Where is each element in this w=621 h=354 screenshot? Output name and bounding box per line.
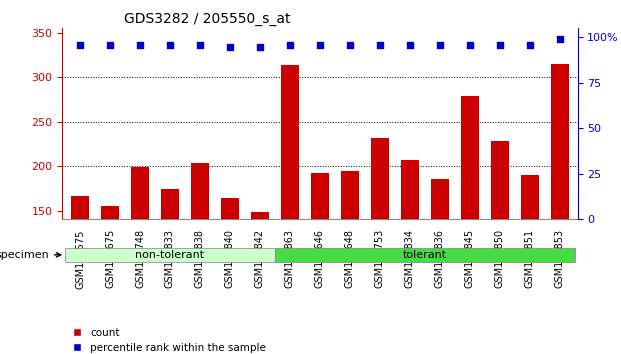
Bar [401,160,419,344]
Bar [191,164,209,344]
Bar [311,173,329,344]
Bar [131,167,149,344]
Bar [281,65,299,344]
Text: specimen: specimen [0,250,61,260]
Point [315,42,325,47]
Point [165,42,175,47]
Point [345,42,355,47]
Bar [431,178,448,344]
Point [405,42,415,47]
Point [225,44,235,49]
Bar [461,96,479,344]
Text: GDS3282 / 205550_s_at: GDS3282 / 205550_s_at [124,12,291,26]
FancyBboxPatch shape [65,248,275,262]
FancyBboxPatch shape [275,248,574,262]
Bar [251,212,269,344]
Point [255,44,265,49]
Bar [161,189,179,344]
Bar [371,138,389,344]
Legend: count, percentile rank within the sample: count, percentile rank within the sample [67,324,270,354]
Point [195,42,205,47]
Bar [101,206,119,344]
Point [285,42,295,47]
Point [555,36,564,42]
Bar [551,64,569,344]
Point [465,42,474,47]
Point [375,42,385,47]
Text: tolerant: tolerant [402,250,446,260]
Bar [341,171,359,344]
Point [135,42,145,47]
Bar [520,175,538,344]
Point [75,42,85,47]
Text: non-tolerant: non-tolerant [135,250,204,260]
Point [105,42,115,47]
Bar [491,141,509,344]
Bar [221,198,239,344]
Bar [71,196,89,344]
Point [525,42,535,47]
Point [495,42,505,47]
Point [435,42,445,47]
